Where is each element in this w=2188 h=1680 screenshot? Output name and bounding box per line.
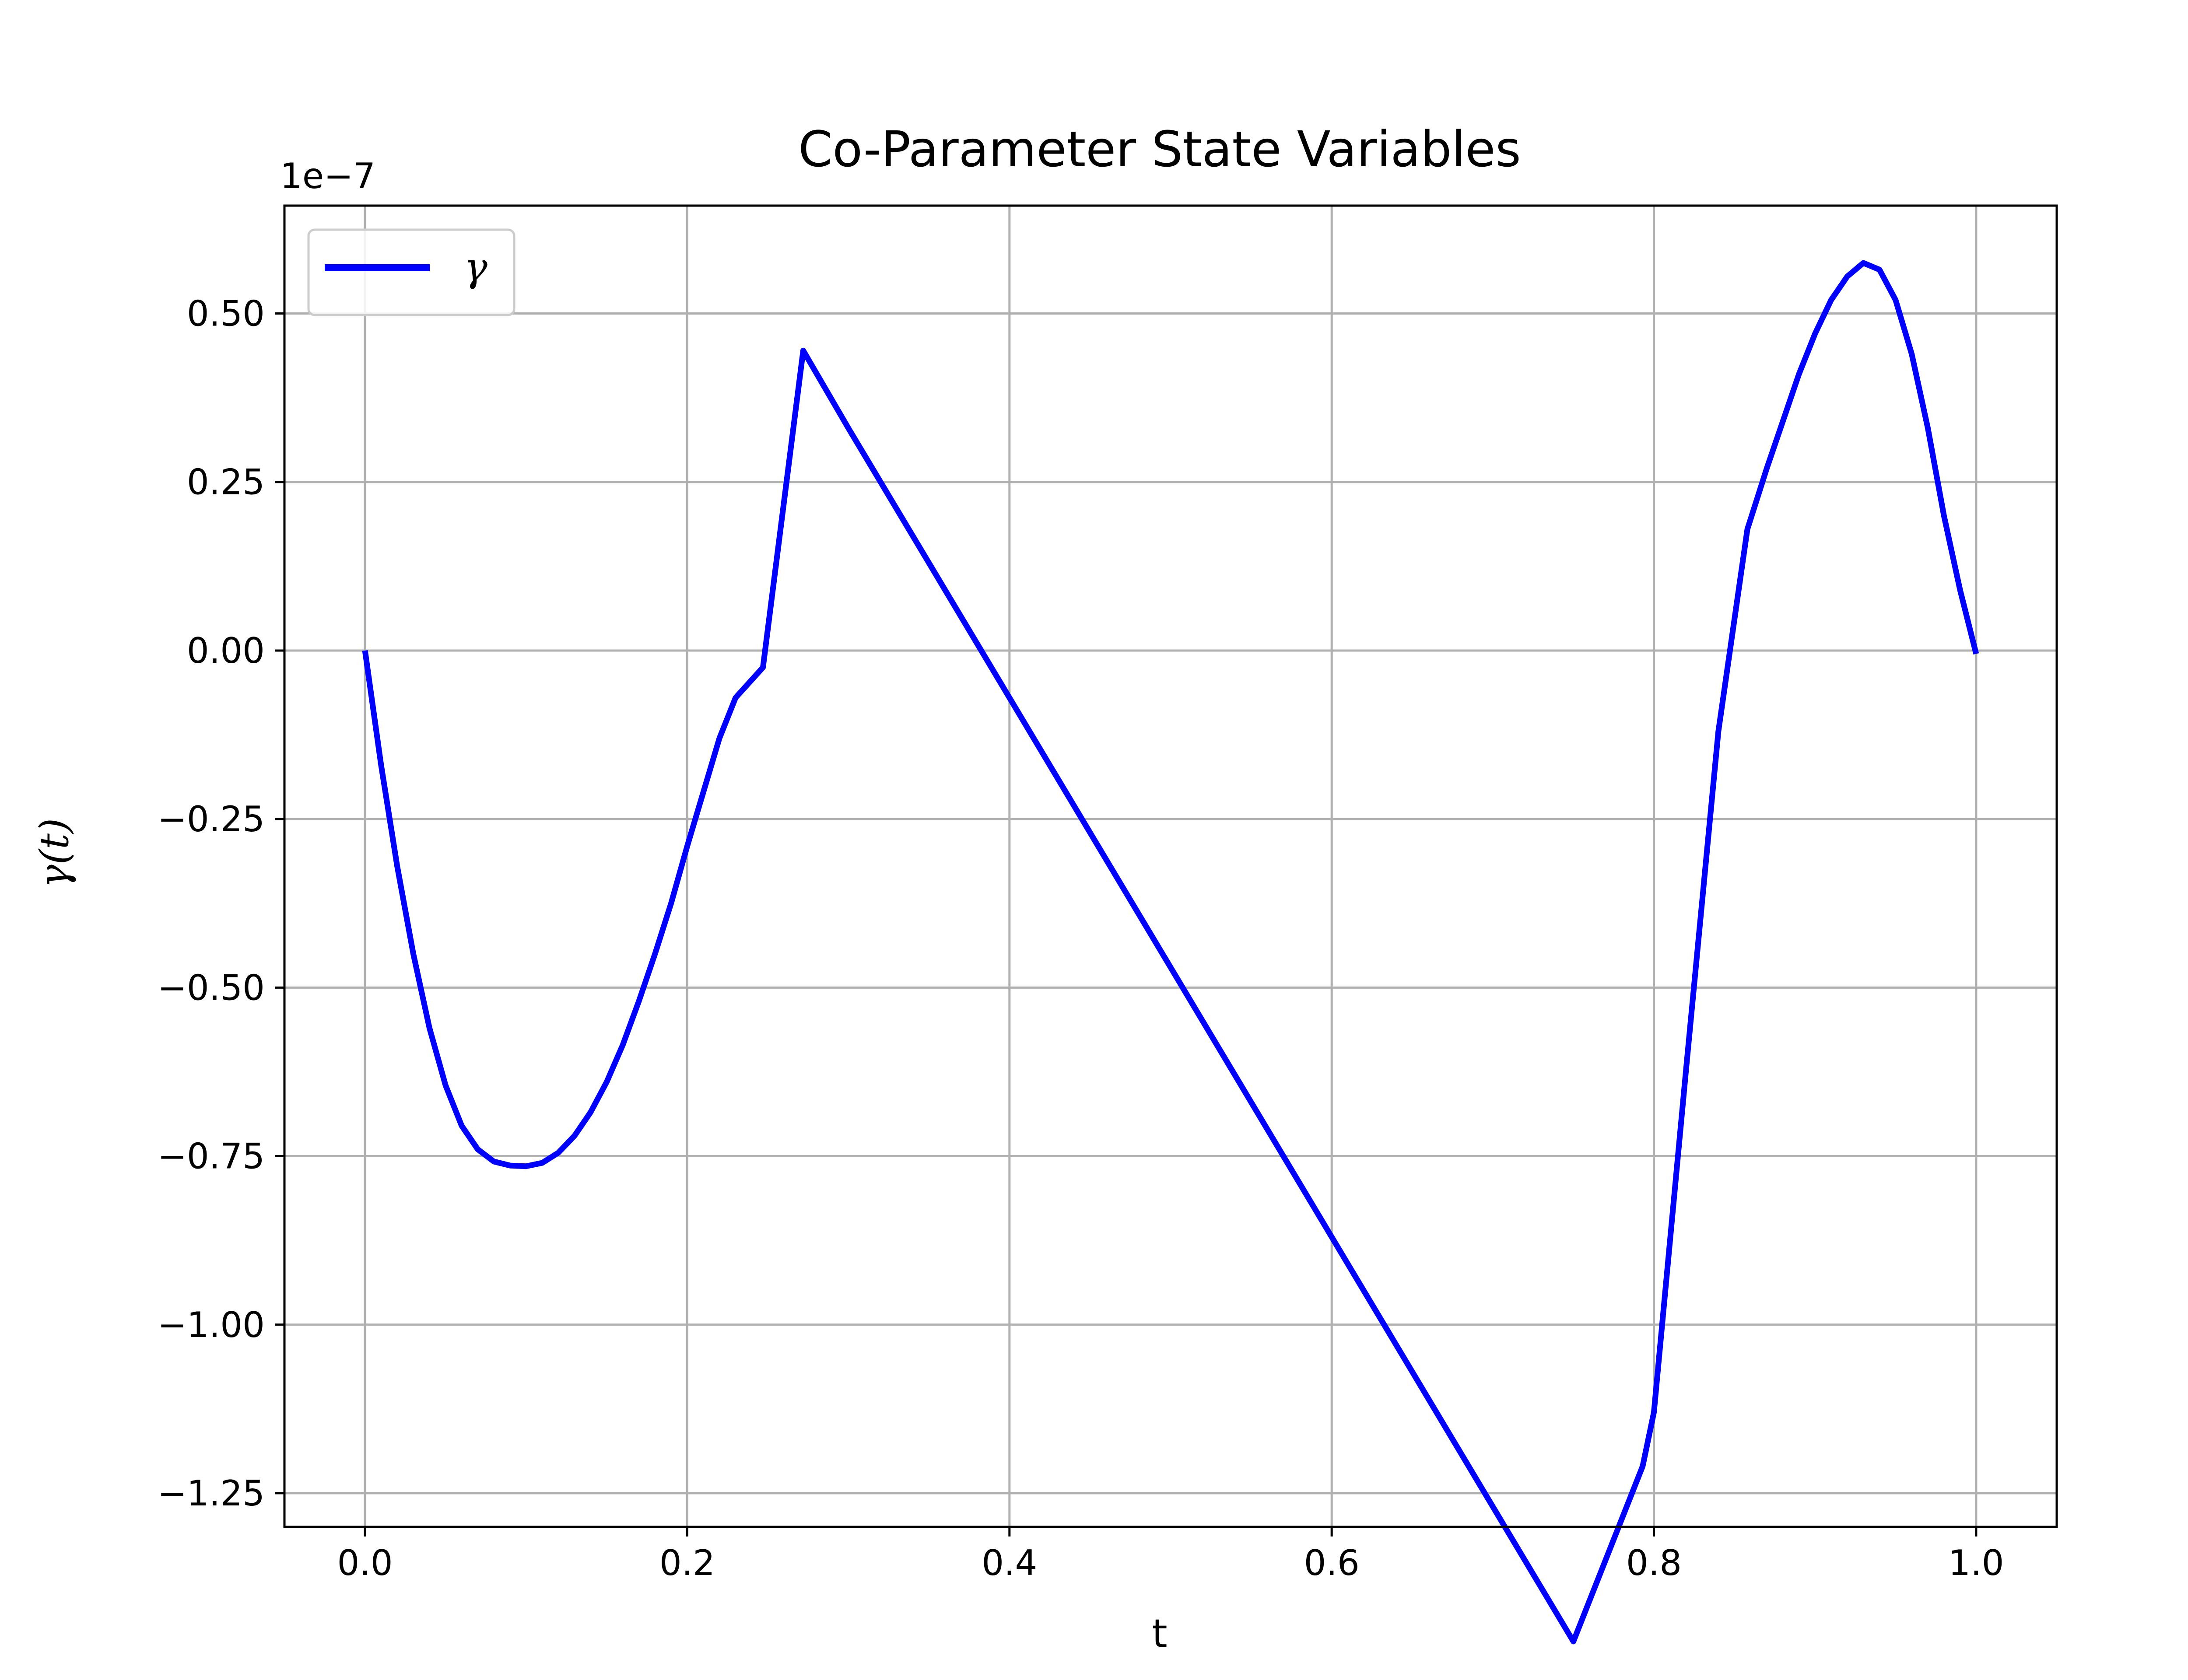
x-tick-label: 1.0 <box>1948 1543 2004 1583</box>
x-tick-label: 0.0 <box>337 1543 393 1583</box>
y-axis-title: γ(t) <box>32 818 77 888</box>
y-tick-label: −1.00 <box>158 1305 265 1345</box>
y-tick-label: −0.50 <box>158 967 265 1008</box>
x-tick-label: 0.2 <box>659 1543 715 1583</box>
y-tick-label: 0.25 <box>187 462 265 503</box>
ticks: 0.0 0.2 0.4 0.6 0.8 1.0 0.50 0.25 0.00 −0.25 −0.50… <box>158 294 2004 1583</box>
grid <box>284 206 2057 1527</box>
y-tick-label: 0.00 <box>187 630 265 671</box>
legend-box <box>307 228 515 316</box>
x-axis-title: t <box>1152 1611 1167 1657</box>
y-tick-label: −0.75 <box>158 1136 265 1177</box>
y-tick-label: −0.25 <box>158 799 265 840</box>
legend-label: γ <box>464 245 487 290</box>
x-tick-label: 0.8 <box>1626 1543 1682 1583</box>
series-line-0 <box>362 260 1979 1645</box>
plot-frame <box>283 204 2058 1528</box>
y-tick-label: −1.25 <box>158 1473 265 1514</box>
x-tick-label: 0.4 <box>982 1543 1037 1583</box>
x-tick-label: 0.6 <box>1304 1543 1360 1583</box>
legend: γ <box>307 228 515 316</box>
series-layer <box>362 260 1979 1645</box>
chart-title: Co-Parameter State Variables <box>798 121 1521 178</box>
y-offset-text: 1e−7 <box>280 156 375 196</box>
y-tick-label: 0.50 <box>187 294 265 334</box>
